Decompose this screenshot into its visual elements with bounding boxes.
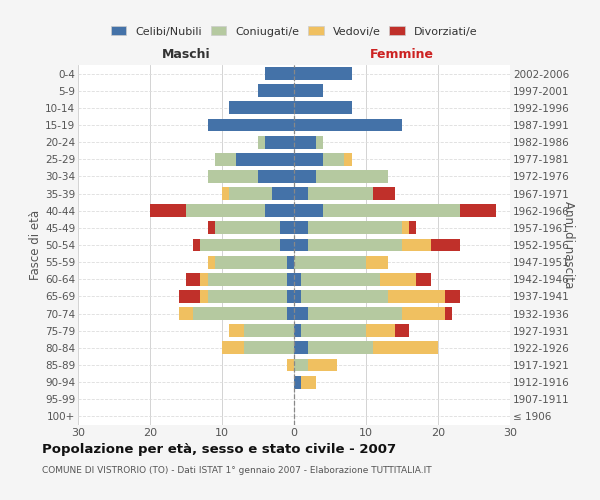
Bar: [373, 187, 395, 200]
Bar: [445, 290, 460, 303]
Bar: [294, 290, 301, 303]
Bar: [388, 290, 445, 303]
Bar: [308, 307, 402, 320]
Bar: [229, 324, 244, 337]
Bar: [294, 324, 301, 337]
Bar: [222, 342, 244, 354]
Bar: [294, 170, 316, 183]
Bar: [344, 153, 352, 166]
Bar: [308, 222, 402, 234]
Bar: [287, 307, 294, 320]
Bar: [308, 187, 373, 200]
Bar: [208, 170, 258, 183]
Bar: [308, 238, 402, 252]
Bar: [215, 153, 236, 166]
Bar: [294, 102, 352, 114]
Bar: [380, 273, 416, 285]
Bar: [402, 222, 409, 234]
Bar: [208, 290, 287, 303]
Bar: [445, 307, 452, 320]
Bar: [265, 204, 294, 217]
Bar: [208, 273, 287, 285]
Bar: [402, 307, 445, 320]
Bar: [258, 136, 265, 148]
Bar: [316, 170, 388, 183]
Bar: [294, 256, 366, 268]
Bar: [215, 222, 280, 234]
Y-axis label: Fasce di età: Fasce di età: [29, 210, 42, 280]
Bar: [294, 307, 308, 320]
Legend: Celibi/Nubili, Coniugati/e, Vedovi/e, Divorziati/e: Celibi/Nubili, Coniugati/e, Vedovi/e, Di…: [106, 22, 482, 41]
Bar: [294, 273, 301, 285]
Bar: [294, 358, 308, 372]
Bar: [179, 307, 193, 320]
Bar: [193, 238, 200, 252]
Bar: [287, 256, 294, 268]
Bar: [287, 358, 294, 372]
Bar: [301, 376, 316, 388]
Text: Maschi: Maschi: [161, 48, 211, 62]
Bar: [272, 187, 294, 200]
Bar: [366, 256, 388, 268]
Bar: [416, 273, 431, 285]
Bar: [229, 102, 294, 114]
Bar: [294, 342, 308, 354]
Bar: [294, 118, 402, 132]
Bar: [308, 358, 337, 372]
Bar: [301, 324, 366, 337]
Bar: [460, 204, 496, 217]
Bar: [236, 153, 294, 166]
Bar: [294, 67, 352, 80]
Bar: [215, 256, 287, 268]
Bar: [186, 204, 265, 217]
Bar: [308, 342, 373, 354]
Bar: [258, 170, 294, 183]
Bar: [294, 222, 308, 234]
Bar: [294, 153, 323, 166]
Bar: [208, 256, 215, 268]
Bar: [280, 238, 294, 252]
Bar: [287, 290, 294, 303]
Bar: [301, 290, 388, 303]
Text: Popolazione per età, sesso e stato civile - 2007: Popolazione per età, sesso e stato civil…: [42, 442, 396, 456]
Bar: [208, 118, 294, 132]
Bar: [323, 153, 344, 166]
Bar: [200, 238, 280, 252]
Bar: [431, 238, 460, 252]
Bar: [150, 204, 186, 217]
Bar: [373, 342, 438, 354]
Bar: [294, 187, 308, 200]
Bar: [395, 324, 409, 337]
Text: COMUNE DI VISTRORIO (TO) - Dati ISTAT 1° gennaio 2007 - Elaborazione TUTTITALIA.: COMUNE DI VISTRORIO (TO) - Dati ISTAT 1°…: [42, 466, 431, 475]
Bar: [366, 324, 395, 337]
Bar: [265, 67, 294, 80]
Bar: [193, 307, 287, 320]
Bar: [265, 136, 294, 148]
Bar: [200, 273, 208, 285]
Bar: [179, 290, 200, 303]
Bar: [244, 342, 294, 354]
Bar: [186, 273, 200, 285]
Bar: [208, 222, 215, 234]
Bar: [294, 238, 308, 252]
Bar: [294, 84, 323, 97]
Bar: [294, 204, 323, 217]
Y-axis label: Anni di nascita: Anni di nascita: [562, 202, 575, 288]
Bar: [294, 376, 301, 388]
Text: Femmine: Femmine: [370, 48, 434, 62]
Bar: [244, 324, 294, 337]
Bar: [287, 273, 294, 285]
Bar: [402, 238, 431, 252]
Bar: [294, 136, 316, 148]
Bar: [316, 136, 323, 148]
Bar: [229, 187, 272, 200]
Bar: [409, 222, 416, 234]
Bar: [280, 222, 294, 234]
Bar: [200, 290, 208, 303]
Bar: [222, 187, 229, 200]
Bar: [301, 273, 380, 285]
Bar: [323, 204, 460, 217]
Bar: [258, 84, 294, 97]
